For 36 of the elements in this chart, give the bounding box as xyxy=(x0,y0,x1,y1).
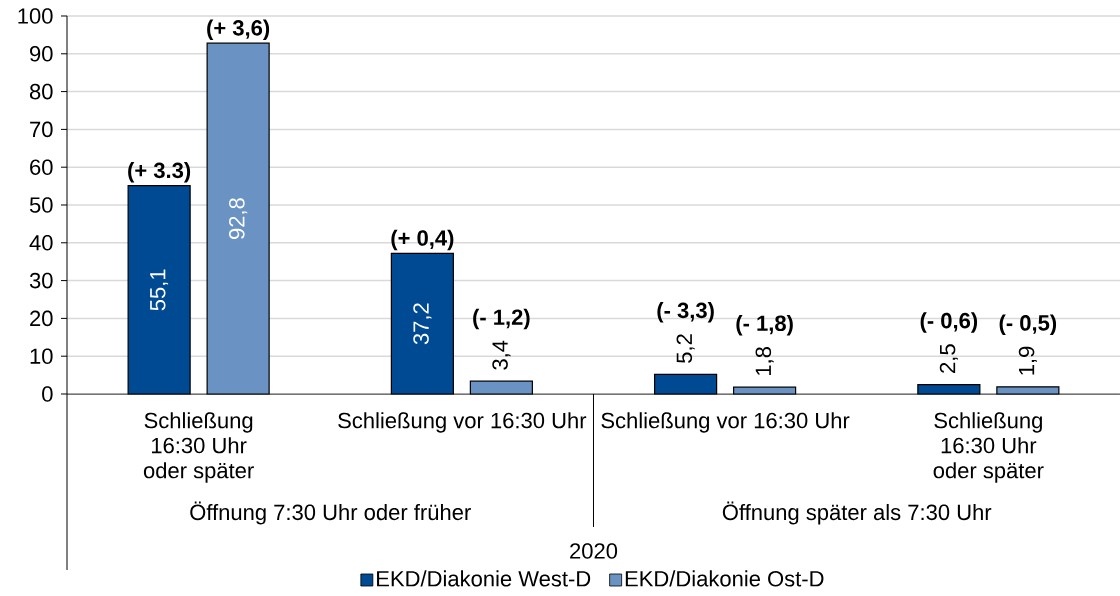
y-tick-label: 60 xyxy=(30,159,53,175)
y-tick-label: 100 xyxy=(18,8,53,24)
y-tick-label: 30 xyxy=(29,272,53,289)
y-tick-label: 80 xyxy=(29,83,53,100)
y-tick-label: 0 xyxy=(42,386,53,402)
y-tick-label: 70 xyxy=(30,121,53,138)
legend-label: EKD/Diakonie West-D xyxy=(377,570,591,587)
annotation: (- 1,8) xyxy=(736,314,793,336)
annotation: (+ 0,4) xyxy=(391,229,454,251)
data-label: 1,9 xyxy=(1018,346,1037,375)
annotation: (- 3,3) xyxy=(657,302,714,323)
y-tick-label: 40 xyxy=(29,234,53,251)
y-tick-label: 10 xyxy=(30,348,53,364)
text: Öffnung 7:30 Uhr oder früher xyxy=(190,501,471,525)
x-tick-label: Schließung vor 16:30 Uhr xyxy=(338,412,587,433)
annotation: (- 0,6) xyxy=(920,312,978,333)
legend-label: EKD/Diakonie Ost-D xyxy=(625,570,824,587)
annotation: (+ 3.3) xyxy=(128,162,191,183)
y-tick-label: 90 xyxy=(30,46,53,62)
data-label: 1,8 xyxy=(755,347,774,375)
y-tick-label: 20 xyxy=(30,310,53,327)
y-tick-label: 50 xyxy=(29,197,53,213)
x-tick-label: Schließung 16:30 Uhr oder später xyxy=(143,412,254,483)
x-tick-label: Schließung vor 16:30 Uhr xyxy=(601,412,850,433)
data-label: 92,8 xyxy=(229,198,248,239)
data-label: 3,4 xyxy=(492,340,511,370)
data-label: 37,2 xyxy=(413,303,432,345)
text: Öffnung später als 7:30 Uhr xyxy=(722,501,992,525)
annotation: (- 0,5) xyxy=(999,314,1057,336)
x-tick-label: Schließung 16:30 Uhr oder später xyxy=(933,412,1044,483)
annotation: (+ 3,6) xyxy=(207,19,270,41)
data-label: 55,1 xyxy=(150,269,169,311)
annotation: (- 1,2) xyxy=(473,308,530,330)
data-label: 5,2 xyxy=(676,334,695,363)
x-axis-title: 2020 xyxy=(570,543,618,559)
data-label: 2,5 xyxy=(939,344,958,373)
